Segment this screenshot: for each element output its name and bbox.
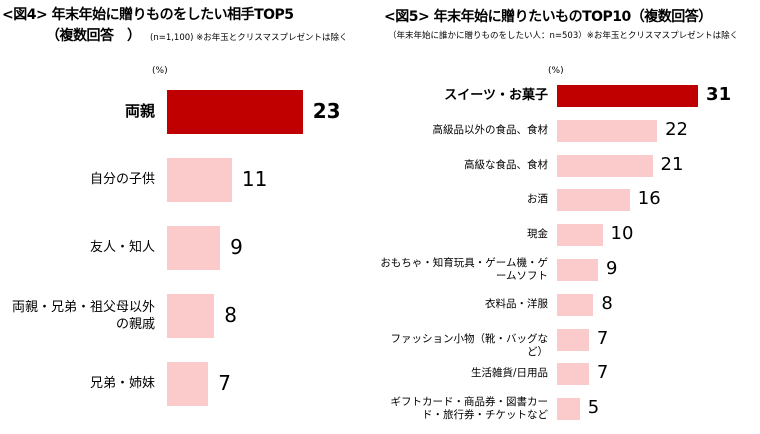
value-label: 7	[596, 327, 609, 349]
value-label: 8	[601, 292, 613, 314]
bar	[557, 398, 580, 421]
bar	[167, 362, 209, 406]
value-label: 31	[706, 84, 732, 105]
bar	[167, 158, 232, 202]
category-label: おもちゃ・知育玩具・ゲーム機・ゲームソフト	[380, 257, 548, 282]
chart1-title: <図4> 年末年始に贈りものをしたい相手TOP5	[2, 7, 294, 23]
chart1-note: (n=1,100) ※お年玉とクリスマスプレゼントは除く	[150, 33, 348, 43]
category-label: 高級な食品、食材	[464, 158, 548, 171]
bar	[557, 224, 603, 247]
category-label: ギフトカード・商品券・図書カード・旅行券・チケットなど	[390, 396, 549, 422]
bar	[557, 363, 589, 386]
category-label: 衣料品・洋服	[485, 297, 548, 310]
category-label: 高級品以外の食品、食材	[432, 123, 549, 136]
category-label: 両親	[124, 102, 155, 120]
value-label: 22	[665, 118, 688, 140]
value-label: 11	[241, 167, 268, 191]
value-label: 9	[230, 235, 243, 259]
bar	[167, 90, 303, 134]
bar	[167, 226, 221, 270]
bar	[557, 328, 589, 351]
chart1-unit: (%)	[152, 66, 168, 76]
value-label: 7	[596, 362, 609, 384]
bar	[557, 293, 594, 316]
chart1-subtitle: （複数回答 ）	[46, 28, 141, 44]
category-label: お酒	[527, 193, 548, 206]
chart2-unit: (%)	[548, 66, 564, 76]
category-label: 両親・兄弟・祖父母以外の親戚	[11, 300, 155, 332]
value-label: 10	[610, 223, 634, 245]
chart2-note: （年末年始に誰かに贈りものをしたい人：n=503）※お年玉とクリスマスプレゼント…	[388, 31, 739, 41]
value-label: 8	[224, 303, 237, 327]
chart2-title: <図5> 年末年始に贈りたいものTOP10（複数回答）	[384, 9, 712, 25]
bar	[557, 85, 699, 107]
bar	[557, 259, 598, 281]
value-label: 5	[587, 397, 600, 419]
value-label: 16	[637, 188, 661, 210]
bar	[557, 154, 653, 177]
category-label: ファッション小物（靴・バッグなど）	[390, 332, 549, 358]
category-label: 友人・知人	[89, 240, 155, 255]
category-label: 自分の子供	[89, 172, 155, 187]
bar	[557, 119, 658, 142]
value-label: 23	[312, 99, 341, 123]
value-label: 9	[605, 258, 618, 279]
category-label: 兄弟・姉妹	[89, 376, 155, 391]
bar	[167, 294, 215, 338]
category-label: スイーツ・お菓子	[444, 88, 548, 103]
category-label: 現金	[527, 228, 548, 241]
value-label: 7	[218, 371, 232, 395]
category-label: 生活雑貨/日用品	[470, 367, 548, 380]
value-label: 21	[660, 153, 684, 175]
bar	[557, 189, 630, 212]
